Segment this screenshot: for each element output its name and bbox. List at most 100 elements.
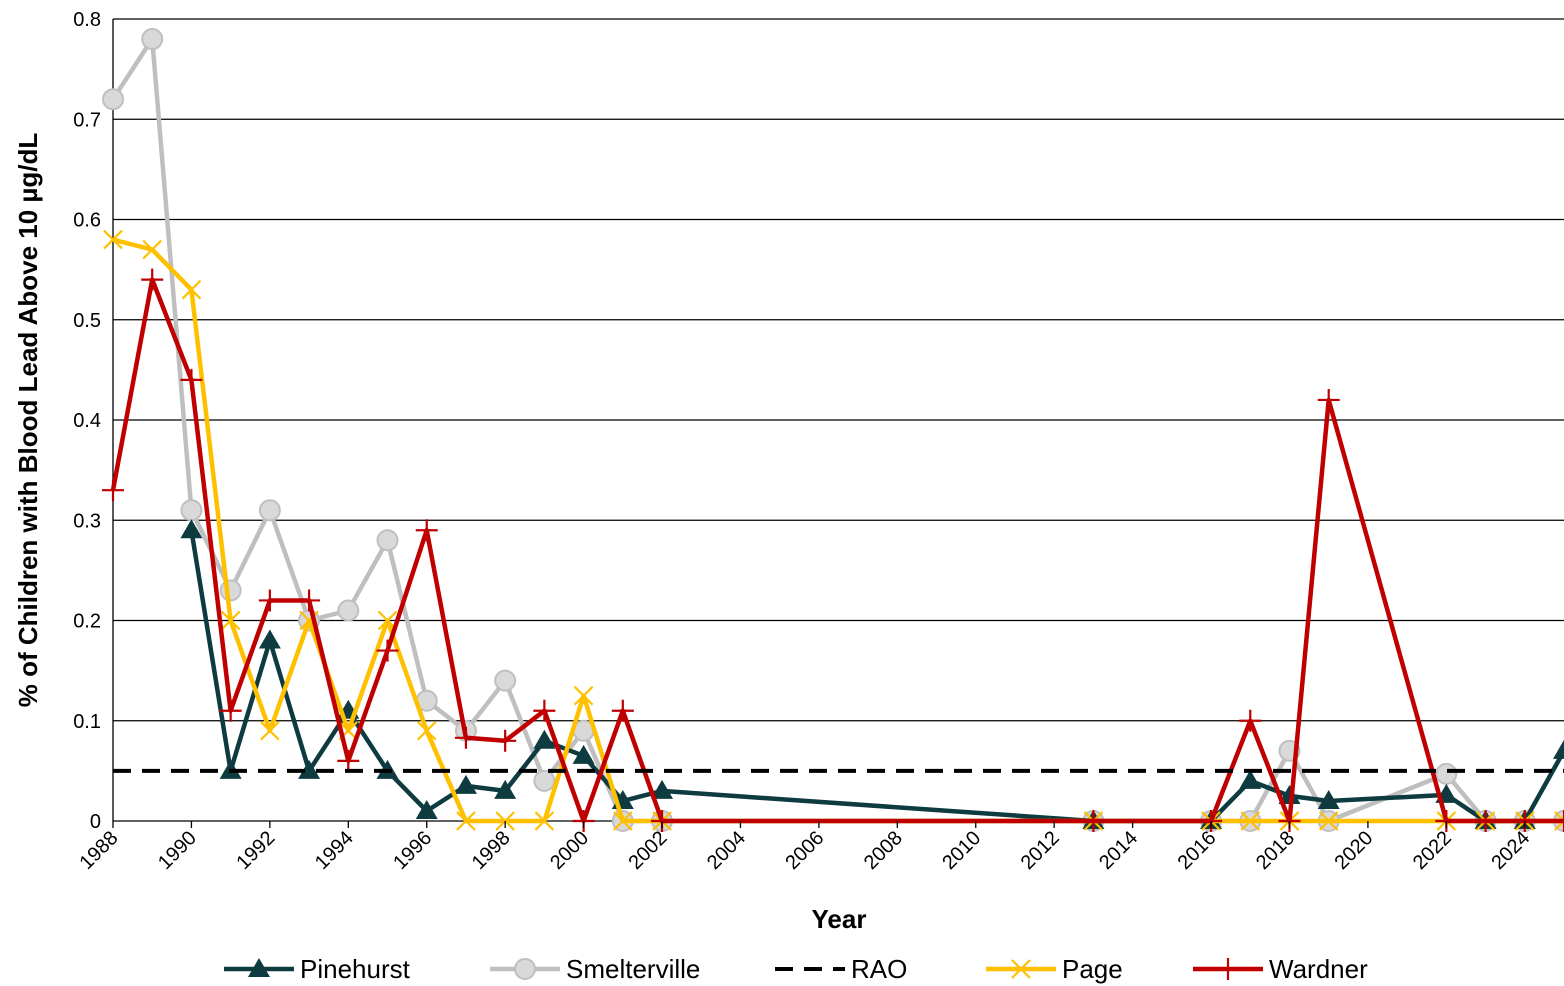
data-point-page xyxy=(1240,811,1261,831)
x-tick-label: 1994 xyxy=(311,827,358,874)
legend-label-rao: RAO xyxy=(851,954,907,984)
data-point-pinehurst xyxy=(533,729,556,749)
data-point-wardner xyxy=(415,519,438,542)
x-tick-label: 2006 xyxy=(781,827,828,874)
x-tick-label: 2002 xyxy=(625,827,672,874)
data-point-pinehurst xyxy=(1553,739,1564,759)
series-page xyxy=(103,229,1564,831)
grid-layer xyxy=(113,18,1564,722)
data-point-smelterville xyxy=(337,599,360,622)
data-point-wardner xyxy=(258,589,281,612)
data-point-page xyxy=(534,811,555,831)
data-point-pinehurst xyxy=(572,744,595,764)
data-point-pinehurst xyxy=(651,779,674,799)
series-line-wardner xyxy=(110,277,1564,824)
series-line-pinehurst xyxy=(189,529,1564,824)
ticks-layer: 0 0.1 0.2 0.3 0.4 0.5 0.6 0.7 0.8 1988 1990 1992 199… xyxy=(73,9,1534,874)
y-tick-label: 0.7 xyxy=(73,109,101,131)
data-point-page xyxy=(181,279,202,300)
legend: Pinehurst Smelterville RAO Page Wardner xyxy=(224,954,1368,984)
series-line-page xyxy=(112,237,1564,824)
series-smelterville xyxy=(102,28,1564,832)
data-point-pinehurst xyxy=(1317,789,1340,809)
data-point-wardner xyxy=(1317,388,1340,411)
data-point-wardner xyxy=(454,726,477,749)
data-point-wardner xyxy=(102,479,124,502)
data-point-wardner xyxy=(376,639,399,662)
series-wardner xyxy=(102,268,1564,832)
legend-marker-smelterville xyxy=(514,958,536,980)
data-point-smelterville xyxy=(1435,762,1458,785)
data-point-wardner xyxy=(1239,709,1262,732)
x-tick-label: 1990 xyxy=(154,827,201,874)
legend-marker-wardner xyxy=(1217,958,1239,980)
legend-item-pinehurst: Pinehurst xyxy=(224,954,411,984)
legend-item-smelterville: Smelterville xyxy=(490,954,700,984)
data-point-pinehurst xyxy=(494,779,517,799)
data-point-page xyxy=(456,811,476,831)
x-tick-label: 2014 xyxy=(1095,827,1142,874)
legend-label-wardner: Wardner xyxy=(1269,954,1368,984)
series-line-smelterville xyxy=(111,36,1564,824)
data-point-smelterville xyxy=(376,529,399,552)
data-point-page xyxy=(573,685,594,706)
x-tick-label: 1996 xyxy=(389,827,436,874)
y-tick-label: 0.2 xyxy=(73,611,101,633)
series-layer xyxy=(102,28,1564,832)
x-tick-label: 2018 xyxy=(1252,827,1299,874)
data-point-smelterville xyxy=(258,499,281,522)
data-point-wardner xyxy=(141,268,164,291)
data-point-pinehurst xyxy=(1278,784,1301,804)
x-tick-label: 1992 xyxy=(232,827,279,874)
x-tick-label: 2008 xyxy=(860,827,907,874)
x-tick-label: 2012 xyxy=(1017,827,1064,874)
data-point-wardner xyxy=(219,699,242,722)
legend-marker-pinehurst xyxy=(248,958,270,977)
data-point-smelterville xyxy=(219,579,242,602)
y-tick-label: 0.4 xyxy=(73,410,101,432)
x-tick-label: 2004 xyxy=(703,827,750,874)
legend-item-page: Page xyxy=(986,954,1123,984)
data-point-wardner xyxy=(180,368,203,391)
x-tick-label: 1988 xyxy=(76,827,123,874)
data-point-page xyxy=(260,720,280,741)
y-tick-label: 0.6 xyxy=(73,210,101,232)
data-point-smelterville xyxy=(141,28,164,51)
x-tick-label: 2020 xyxy=(1330,827,1377,874)
data-point-wardner xyxy=(1474,810,1497,832)
data-point-pinehurst xyxy=(415,799,438,819)
data-point-smelterville xyxy=(494,669,517,692)
data-point-smelterville xyxy=(180,499,203,522)
data-point-page xyxy=(1554,811,1564,831)
data-point-pinehurst xyxy=(258,629,281,649)
series-pinehurst xyxy=(180,519,1564,829)
y-axis-title: % of Children with Blood Lead Above 10 µ… xyxy=(13,133,43,708)
x-tick-label: 2016 xyxy=(1174,827,1221,874)
y-tick-label: 0.1 xyxy=(73,711,101,733)
data-point-page xyxy=(103,229,123,250)
legend-item-wardner: Wardner xyxy=(1193,954,1368,984)
x-tick-label: 2024 xyxy=(1487,827,1534,874)
data-point-smelterville xyxy=(102,88,124,111)
data-point-pinehurst xyxy=(1239,769,1262,789)
y-tick-label: 0.5 xyxy=(73,310,101,332)
legend-item-rao: RAO xyxy=(775,954,907,984)
x-tick-label: 2010 xyxy=(938,827,985,874)
data-point-pinehurst xyxy=(298,759,321,779)
data-point-wardner xyxy=(494,729,517,752)
y-tick-label: 0 xyxy=(90,811,101,833)
data-point-wardner xyxy=(533,699,556,722)
data-point-wardner xyxy=(298,589,321,612)
data-point-page xyxy=(613,811,633,831)
x-tick-label: 2022 xyxy=(1409,827,1456,874)
data-point-pinehurst xyxy=(180,519,203,539)
x-tick-label: 2000 xyxy=(546,827,593,874)
data-point-smelterville xyxy=(533,769,556,792)
data-point-page xyxy=(142,239,162,260)
y-tick-label: 0.8 xyxy=(73,9,101,31)
legend-label-smelterville: Smelterville xyxy=(566,954,700,984)
y-tick-label: 0.3 xyxy=(73,510,101,532)
data-point-wardner xyxy=(1082,810,1105,832)
